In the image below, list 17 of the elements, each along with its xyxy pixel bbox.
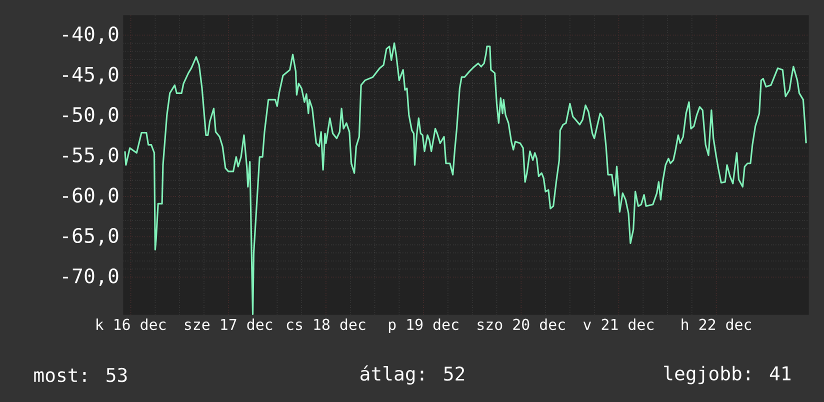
y-tick-label: -40,0 xyxy=(62,26,118,44)
text: átlag: 52 xyxy=(360,365,464,385)
y-tick-label: -50,0 xyxy=(62,107,118,125)
x-tick-label: p 19 dec xyxy=(388,318,458,333)
x-tick-label: h 22 dec xyxy=(682,318,752,330)
y-tick-label: -70,0 xyxy=(62,268,118,286)
x-tick-label: cs 18 dec xyxy=(286,318,366,330)
y-tick-label: -45,0 xyxy=(62,66,118,84)
y-tick-label: -65,0 xyxy=(62,228,118,246)
x-tick-label: k 16 dec xyxy=(96,318,166,330)
x-tick-label: v 21 dec xyxy=(583,318,654,330)
text: most: 53 xyxy=(34,368,127,382)
text: legjobb: 41 xyxy=(664,366,790,384)
x-tick-label: sze 17 dec xyxy=(184,318,272,330)
y-tick-label: -60,0 xyxy=(62,188,118,206)
x-tick-label: szo 20 dec xyxy=(478,318,565,330)
y-tick-label: -55,0 xyxy=(62,147,118,165)
